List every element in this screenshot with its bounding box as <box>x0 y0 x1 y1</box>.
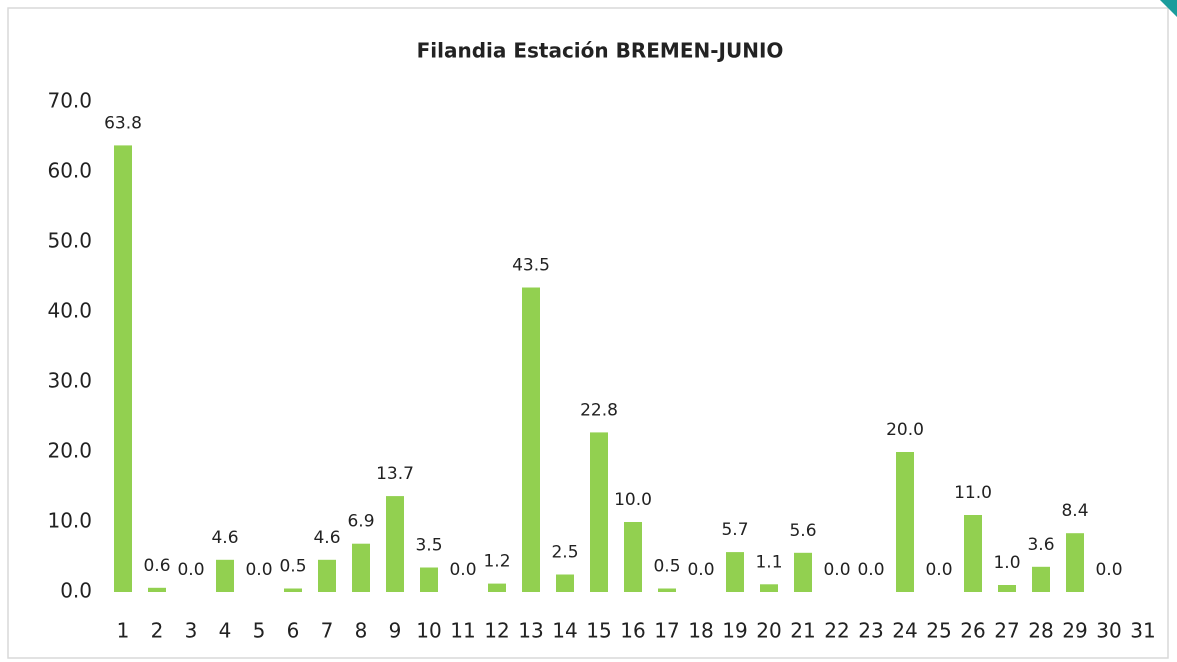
bar <box>318 559 336 592</box>
data-label: 5.6 <box>789 521 816 541</box>
x-tick-label: 19 <box>722 619 747 643</box>
data-label: 0.0 <box>823 560 850 580</box>
data-label: 43.5 <box>512 256 550 276</box>
x-tick-label: 7 <box>321 619 334 643</box>
x-tick-label: 1 <box>117 619 130 643</box>
x-tick-label: 10 <box>416 619 441 643</box>
bar <box>624 522 642 592</box>
x-tick-label: 29 <box>1062 619 1087 643</box>
bar <box>760 584 778 592</box>
y-tick-label: 40.0 <box>47 299 92 323</box>
x-tick-label: 23 <box>858 619 883 643</box>
data-label: 2.5 <box>551 543 578 563</box>
x-tick-label: 12 <box>484 619 509 643</box>
x-tick-label: 13 <box>518 619 543 643</box>
data-label: 4.6 <box>211 528 238 548</box>
data-label: 11.0 <box>954 483 992 503</box>
bar <box>216 559 234 592</box>
x-tick-label: 16 <box>620 619 645 643</box>
data-label: 3.6 <box>1027 535 1054 555</box>
x-tick-label: 3 <box>185 619 198 643</box>
bar <box>352 543 370 592</box>
y-tick-label: 0.0 <box>60 579 92 603</box>
data-label: 0.5 <box>279 557 306 577</box>
data-label: 1.0 <box>993 553 1020 573</box>
data-label: 3.5 <box>415 536 442 556</box>
bar <box>1066 533 1084 592</box>
x-tick-label: 2 <box>151 619 164 643</box>
x-tick-label: 18 <box>688 619 713 643</box>
bar <box>964 515 982 592</box>
bar <box>114 145 132 592</box>
x-tick-label: 8 <box>355 619 368 643</box>
data-label: 0.0 <box>1095 560 1122 580</box>
data-label: 0.0 <box>177 560 204 580</box>
data-label: 1.2 <box>483 552 510 572</box>
data-label: 4.6 <box>313 528 340 548</box>
x-tick-label: 28 <box>1028 619 1053 643</box>
bar <box>522 287 540 592</box>
x-tick-label: 26 <box>960 619 985 643</box>
data-label: 0.0 <box>857 560 884 580</box>
x-tick-label: 6 <box>287 619 300 643</box>
data-label: 0.0 <box>245 560 272 580</box>
x-tick-label: 21 <box>790 619 815 643</box>
data-label: 0.0 <box>449 560 476 580</box>
x-tick-label: 17 <box>654 619 679 643</box>
bar <box>726 552 744 592</box>
data-label: 22.8 <box>580 400 618 420</box>
bar <box>420 567 438 592</box>
x-tick-label: 25 <box>926 619 951 643</box>
data-label: 6.9 <box>347 512 374 532</box>
corner-decoration <box>1160 0 1177 17</box>
y-tick-label: 50.0 <box>47 229 92 253</box>
x-tick-label: 22 <box>824 619 849 643</box>
bar <box>794 552 812 592</box>
data-label: 13.7 <box>376 464 414 484</box>
bar <box>896 452 914 592</box>
x-tick-label: 5 <box>253 619 266 643</box>
data-label: 20.0 <box>886 420 924 440</box>
bar <box>1032 566 1050 592</box>
y-tick-label: 20.0 <box>47 439 92 463</box>
x-tick-label: 15 <box>586 619 611 643</box>
data-label: 0.5 <box>653 557 680 577</box>
bar <box>488 583 506 592</box>
x-tick-label: 24 <box>892 619 917 643</box>
x-tick-label: 4 <box>219 619 232 643</box>
chart-title: Filandia Estación BREMEN-JUNIO <box>417 39 784 63</box>
x-tick-label: 27 <box>994 619 1019 643</box>
x-tick-label: 20 <box>756 619 781 643</box>
x-tick-label: 9 <box>389 619 402 643</box>
data-label: 1.1 <box>755 552 782 572</box>
data-label: 63.8 <box>104 113 142 133</box>
y-tick-label: 70.0 <box>47 89 92 113</box>
data-label: 0.0 <box>925 560 952 580</box>
y-tick-label: 60.0 <box>47 159 92 183</box>
data-label: 0.6 <box>143 556 170 576</box>
x-tick-label: 14 <box>552 619 577 643</box>
data-label: 8.4 <box>1061 501 1088 521</box>
bar <box>998 585 1016 592</box>
bar <box>658 588 676 592</box>
bar <box>386 496 404 592</box>
y-tick-label: 30.0 <box>47 369 92 393</box>
data-label: 10.0 <box>614 490 652 510</box>
data-label: 0.0 <box>687 560 714 580</box>
x-tick-label: 31 <box>1130 619 1155 643</box>
bar <box>148 587 166 592</box>
x-tick-label: 30 <box>1096 619 1121 643</box>
data-label: 5.7 <box>721 520 748 540</box>
bar <box>590 432 608 592</box>
bar <box>284 588 302 592</box>
y-tick-label: 10.0 <box>47 509 92 533</box>
x-tick-label: 11 <box>450 619 475 643</box>
bar <box>556 574 574 592</box>
